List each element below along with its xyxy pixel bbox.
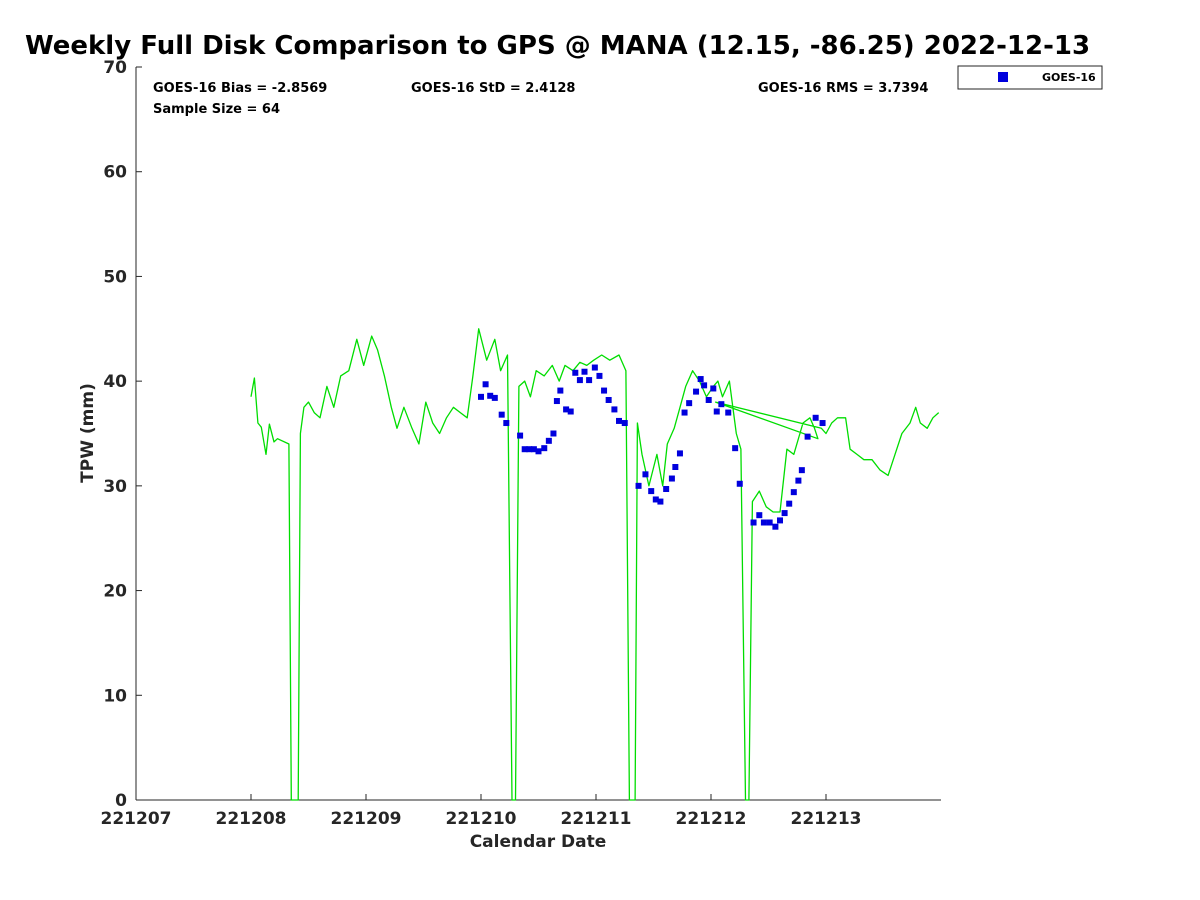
goes16-point (586, 377, 593, 384)
x-tick-label: 221208 (216, 809, 287, 829)
goes16-point (686, 400, 693, 407)
legend: GOES-16 (957, 65, 1103, 90)
goes16-point (713, 408, 720, 415)
goes16-point (601, 387, 608, 394)
goes16-point (736, 480, 743, 487)
goes16-point (503, 420, 510, 427)
goes16-point (652, 496, 659, 503)
goes16-point (576, 377, 583, 384)
goes16-point (605, 396, 612, 403)
goes16-point (786, 500, 793, 507)
goes16-point (572, 369, 579, 376)
y-tick-label: 60 (103, 163, 127, 183)
y-tick-label: 20 (103, 582, 127, 602)
goes16-point (567, 408, 574, 415)
x-tick-label: 221212 (676, 809, 747, 829)
x-axis-label: Calendar Date (470, 832, 607, 852)
y-tick-label: 0 (115, 791, 127, 811)
goes16-point (701, 382, 708, 389)
goes16-point (756, 512, 763, 519)
goes16-point (478, 393, 484, 400)
stat-sample-size: Sample Size = 64 (153, 102, 280, 117)
goes16-point (697, 376, 704, 383)
goes16-point (812, 414, 819, 421)
goes16-point (553, 398, 560, 405)
goes16-point (591, 364, 598, 371)
legend-marker-goes16 (998, 72, 1008, 82)
goes16-point (517, 432, 524, 439)
goes16-point (535, 448, 542, 455)
x-tick-label: 221213 (791, 809, 862, 829)
y-tick-label: 70 (103, 58, 127, 78)
x-tick-label: 221209 (331, 809, 402, 829)
y-axis-label: TPW (mm) (78, 383, 98, 483)
goes16-point (581, 368, 588, 375)
y-tick-label: 30 (103, 477, 127, 497)
goes16-point (725, 409, 732, 416)
chart-title: Weekly Full Disk Comparison to GPS @ MAN… (25, 31, 1090, 61)
goes16-point (672, 464, 679, 471)
goes16-point (772, 523, 779, 530)
goes16-point (804, 433, 811, 440)
stat-std: GOES-16 StD = 2.4128 (411, 81, 575, 96)
goes16-point (521, 446, 528, 453)
goes16-point (563, 406, 570, 413)
goes16-point (611, 406, 618, 413)
stat-bias: GOES-16 Bias = -2.8569 (153, 81, 327, 96)
goes16-point (693, 388, 700, 395)
y-tick-label: 40 (103, 372, 127, 392)
goes16-point (530, 446, 537, 453)
goes16-point (482, 381, 489, 388)
y-tick-label: 50 (103, 267, 127, 287)
goes16-point (635, 482, 642, 489)
goes16-point (526, 446, 533, 453)
goes16-point (545, 437, 552, 444)
goes16-point (487, 392, 494, 399)
x-tick-label: 221211 (561, 809, 632, 829)
legend-box (957, 65, 1103, 90)
goes16-point (491, 394, 498, 401)
y-tick-label: 10 (103, 686, 127, 706)
goes16-point (760, 519, 767, 526)
goes16-point (541, 445, 548, 452)
goes16-point (718, 401, 725, 408)
goes16-point (819, 420, 826, 427)
goes16-point (498, 411, 505, 418)
goes16-point (790, 489, 797, 496)
goes16-point (596, 372, 603, 379)
legend-label-goes16: GOES-16 (1042, 71, 1096, 84)
goes16-point (668, 475, 675, 482)
goes16-point (732, 445, 739, 452)
goes16-point (750, 519, 757, 526)
goes16-point (657, 498, 664, 505)
goes16-point (648, 488, 655, 495)
goes16-point (766, 519, 773, 526)
goes16-point (798, 467, 805, 474)
goes16-point (777, 517, 783, 524)
x-tick-label: 221210 (446, 809, 517, 829)
goes16-point (681, 409, 688, 416)
goes16-point (557, 387, 564, 394)
goes16-point (676, 450, 683, 457)
goes16-point (663, 485, 670, 492)
goes16-point (795, 477, 802, 484)
plot-layer: 0 10 20 30 40 50 60 70 221207 221208 221209 221210 2… (101, 58, 941, 829)
goes16-point (710, 385, 717, 392)
goes16-point (642, 471, 649, 478)
gps-series-line (250, 328, 940, 801)
goes16-point (621, 420, 628, 427)
stat-rms: GOES-16 RMS = 3.7394 (758, 81, 928, 96)
x-tick-label: 221207 (101, 809, 172, 829)
goes16-point (616, 417, 622, 424)
goes16-point (550, 430, 557, 437)
goes16-point (781, 510, 788, 517)
goes16-point (705, 396, 712, 403)
